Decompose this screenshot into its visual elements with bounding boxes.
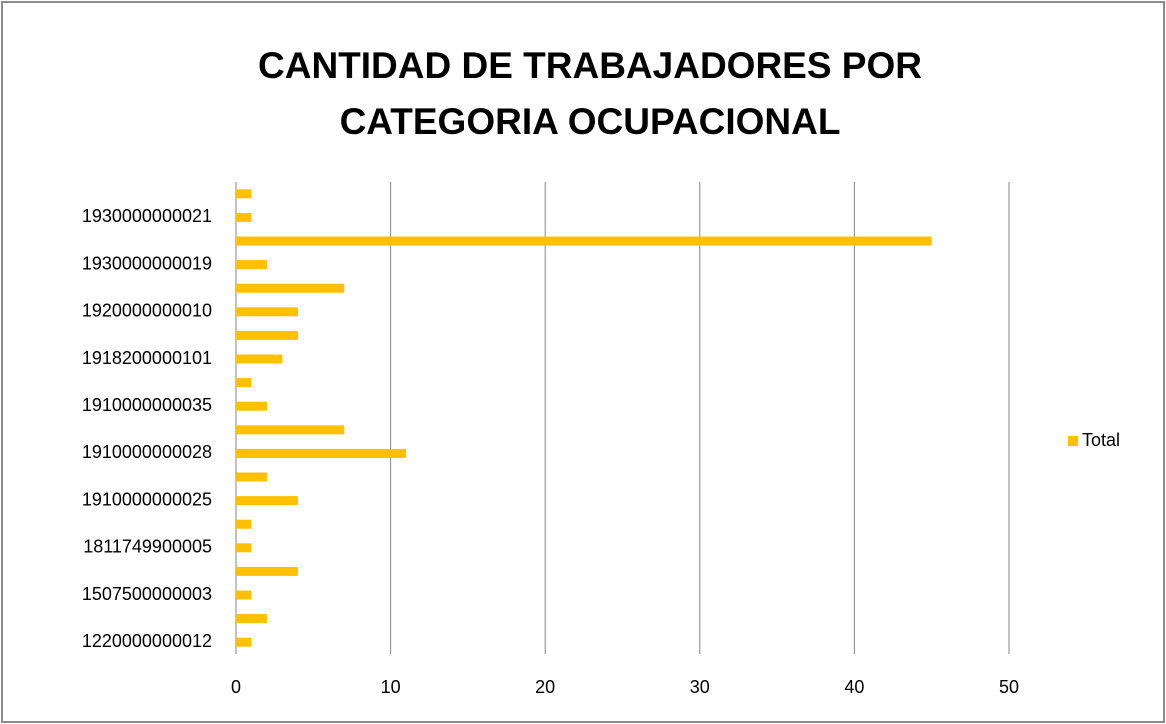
y-tick-label: 1910000000028: [82, 442, 212, 462]
y-tick-label: 1811749900005: [83, 537, 212, 557]
y-tick-label: 1930000000019: [82, 253, 212, 273]
bar: [236, 212, 252, 222]
y-tick-label: 1918200000101: [82, 348, 212, 368]
y-tick-label: 1910000000035: [82, 395, 212, 415]
bar: [236, 425, 345, 435]
bar: [236, 519, 252, 529]
bar: [236, 543, 252, 553]
bar: [236, 378, 252, 388]
bar: [236, 354, 283, 364]
bar: [236, 260, 267, 270]
x-tick-label: 40: [844, 677, 864, 697]
bar: [236, 283, 345, 293]
legend-label: Total: [1082, 430, 1120, 450]
bar: [236, 236, 932, 246]
x-tick-label: 0: [231, 677, 241, 697]
chart-title: CANTIDAD DE TRABAJADORES POR CATEGORIA O…: [258, 45, 922, 142]
bar: [236, 472, 267, 482]
bar: [236, 566, 298, 576]
bar: [236, 307, 298, 317]
bar: [236, 189, 252, 199]
legend-swatch: [1068, 436, 1078, 446]
x-tick-label: 20: [535, 677, 555, 697]
y-tick-label: 1930000000021: [82, 206, 212, 226]
bar: [236, 590, 252, 600]
bar: [236, 401, 267, 411]
y-tick-label: 1507500000003: [82, 584, 212, 604]
x-tick-label: 30: [690, 677, 710, 697]
bar: [236, 637, 252, 647]
y-tick-label: 1920000000010: [82, 301, 212, 321]
x-tick-label: 10: [381, 677, 401, 697]
bar: [236, 330, 298, 340]
x-tick-label: 50: [999, 677, 1019, 697]
y-tick-label: 1220000000012: [82, 631, 212, 651]
bar: [236, 614, 267, 624]
bar: [236, 448, 407, 458]
bar: [236, 496, 298, 506]
y-tick-label: 1910000000025: [82, 489, 212, 509]
